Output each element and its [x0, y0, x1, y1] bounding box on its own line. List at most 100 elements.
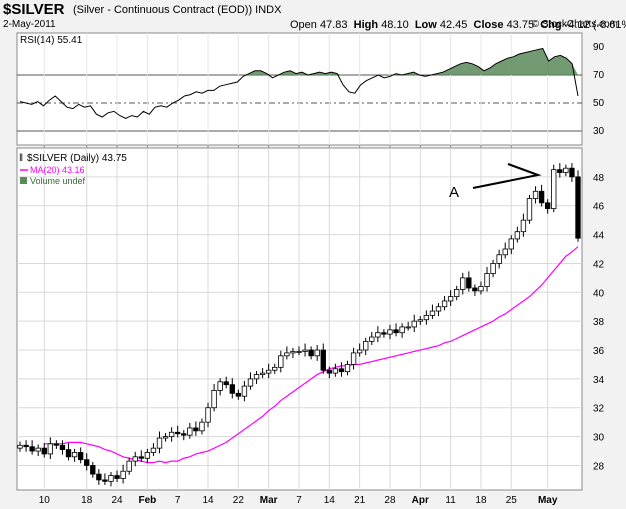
candle-body [490, 263, 496, 274]
candle-body [399, 326, 405, 334]
candle-body [338, 368, 345, 373]
candle-body [393, 329, 399, 334]
legend-volume-swatch [20, 177, 27, 184]
candle-body [187, 427, 193, 436]
price-tick-label: 40 [593, 288, 605, 299]
candle-body [508, 238, 514, 250]
x-tick-label: 25 [506, 495, 518, 506]
candle-body [175, 431, 181, 435]
candle-body [199, 421, 205, 432]
quote-date: 2-May-2011 [3, 19, 56, 30]
rsi-overbought-fill [20, 48, 578, 75]
candle-body [90, 465, 96, 475]
candle-body [65, 449, 72, 458]
rsi-panel: RSI(14) 55.41 90 70 50 30 [16, 32, 605, 146]
candle-body [344, 364, 351, 373]
x-tick-label: 14 [202, 495, 214, 506]
x-tick-label: 18 [475, 495, 487, 506]
exchange-text: INDX [255, 4, 282, 16]
candle-body [429, 310, 436, 316]
candle-body [484, 273, 490, 287]
x-tick-label: 7 [296, 495, 302, 506]
candle-body [326, 369, 333, 374]
low-value: 42.45 [439, 19, 468, 31]
candle-body [356, 349, 363, 354]
watermark-logo: © StockCharts.com [531, 19, 618, 30]
candle-body [17, 444, 23, 449]
candle-body [259, 372, 266, 375]
candle-body [435, 306, 442, 312]
x-tick-label: 22 [233, 495, 245, 506]
annotation-arrow [472, 163, 542, 189]
close-value: 43.75 [506, 19, 535, 31]
candle-body [77, 452, 84, 461]
candle-body [417, 319, 423, 322]
candle-body [35, 447, 41, 452]
price-tick-label: 48 [593, 173, 605, 184]
x-tick-label: 21 [354, 495, 366, 506]
candle-body [563, 167, 569, 173]
candle-body [102, 479, 108, 482]
x-tick-label: Apr [412, 495, 429, 506]
candle-body [223, 381, 229, 386]
candle-body [551, 169, 557, 210]
chart-type-icon: ‖ [19, 153, 23, 164]
price-tick-label: 42 [593, 259, 605, 270]
quote-summary: Open 47.83 High 48.10 Low 42.45 Close 43… [290, 19, 626, 31]
high-value: 48.10 [381, 19, 409, 31]
price-tick-label: 38 [593, 317, 605, 328]
candle-body [381, 332, 387, 335]
candle-body [320, 349, 326, 371]
annotation-label: A [449, 184, 459, 201]
candle-body [369, 336, 375, 342]
candle-body [526, 198, 533, 221]
candle-body [205, 407, 211, 423]
low-label: Low [414, 19, 437, 31]
candle-body [454, 289, 460, 298]
candle-body [168, 431, 175, 438]
price-tick-label: 28 [593, 461, 605, 472]
candle-body [496, 254, 502, 264]
price-tick-label: 30 [593, 433, 605, 444]
candle-body [53, 443, 60, 446]
candle-body [156, 437, 163, 449]
price-panel: 28 30 32 34 36 38 40 42 44 46 48 10 18 24 Feb 7 14 22 Mar… [16, 145, 605, 506]
candle-body [193, 427, 199, 432]
candle-body [272, 366, 278, 371]
candle-body [241, 385, 248, 397]
candle-body [447, 296, 454, 302]
candle-body [217, 381, 223, 391]
candle-body [229, 384, 235, 394]
x-tick-label: 10 [39, 495, 51, 506]
rsi-legend: RSI(14) 55.41 [20, 35, 83, 46]
price-tick-label: 44 [593, 231, 605, 242]
x-tick-label: 28 [384, 495, 396, 506]
symbol-description: (Silver - Continuous Contract (EOD)) IND… [73, 4, 281, 16]
candle-body [235, 392, 242, 397]
candle-body [520, 219, 527, 233]
candle-body [478, 286, 484, 292]
candle-body [472, 287, 478, 292]
candle-body [284, 352, 290, 357]
candle-body [144, 452, 151, 459]
candle-body [290, 351, 296, 354]
candle-body [557, 169, 563, 173]
rsi-tick-label: 70 [593, 70, 605, 81]
rsi-line [19, 47, 579, 119]
open-label: Open [290, 19, 317, 31]
x-tick-label: 7 [175, 495, 181, 506]
candle-body [532, 190, 539, 199]
candle-body [211, 390, 217, 409]
close-label: Close [473, 19, 504, 31]
candle-body [265, 369, 272, 374]
candle-body [278, 355, 284, 368]
candle-body [59, 444, 66, 450]
open-value: 47.83 [319, 19, 348, 31]
x-tick-label: 24 [111, 495, 123, 506]
price-tick-label: 34 [593, 375, 605, 386]
x-tick-label: Feb [138, 495, 156, 506]
candle-body [308, 349, 314, 357]
annotation-a: A [449, 163, 542, 201]
chg-value: -4.12 (-8.61%) [564, 19, 626, 31]
